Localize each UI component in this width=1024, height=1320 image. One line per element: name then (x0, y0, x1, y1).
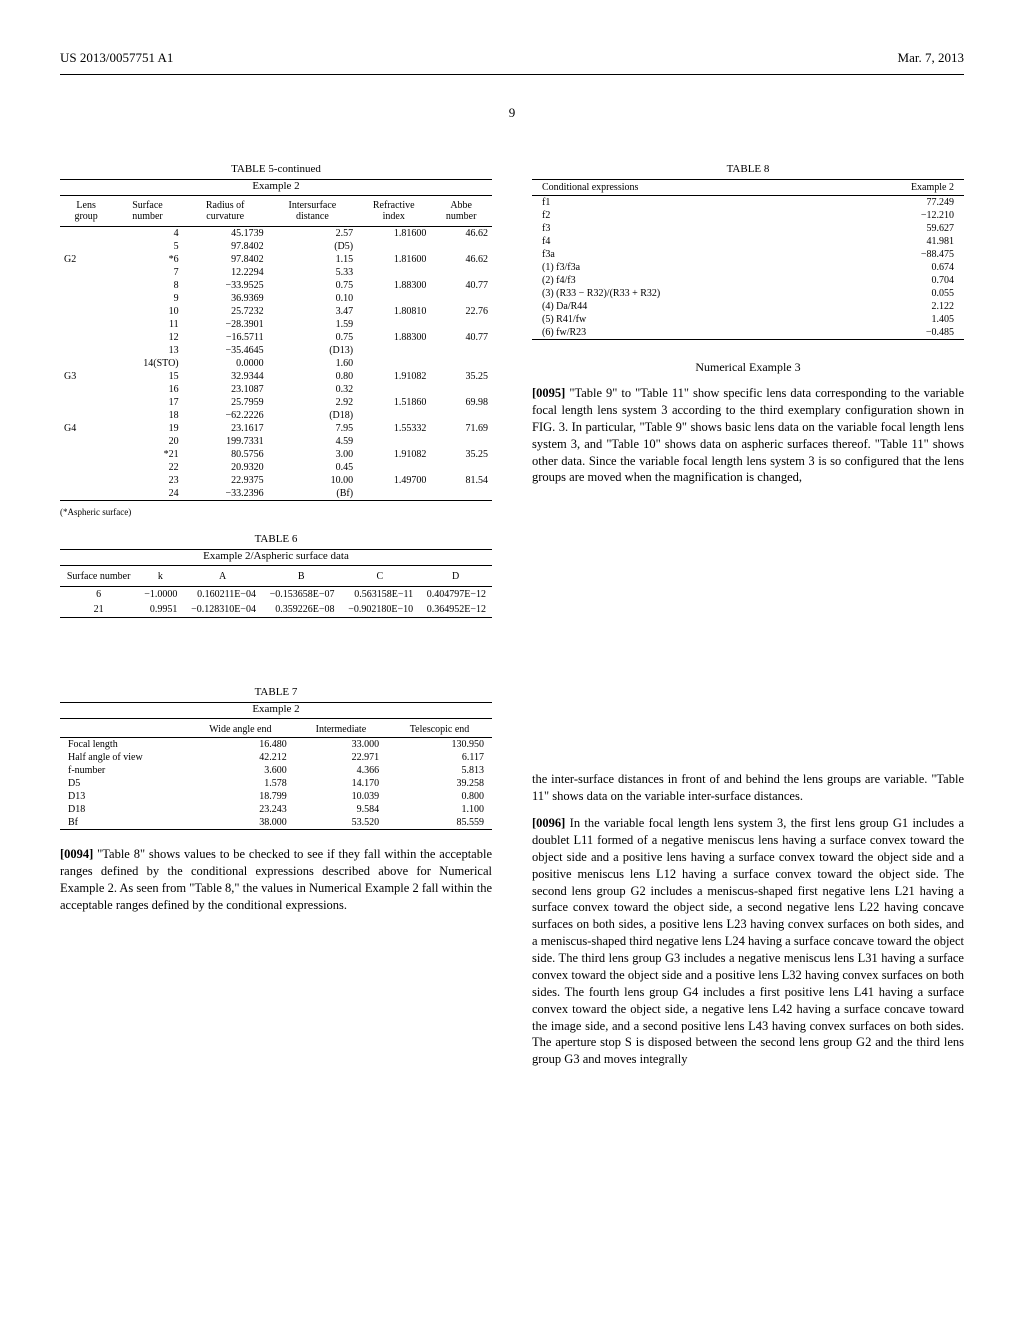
table-6: TABLE 6 Example 2/Aspheric surface data … (60, 533, 492, 618)
table-7-title: TABLE 7 (60, 686, 492, 698)
left-column: TABLE 5-continued Example 2 Lens groupSu… (60, 151, 492, 1078)
table-6-title: TABLE 6 (60, 533, 492, 545)
page-header: US 2013/0057751 A1 Mar. 7, 2013 (60, 50, 964, 66)
para-0095: [0095] "Table 9" to "Table 11" show spec… (532, 385, 964, 486)
table-8-body: Conditional expressionsExample 2f177.249… (532, 180, 964, 340)
table-5-body: Lens groupSurface numberRadius of curvat… (60, 199, 492, 501)
para-text: the inter-surface distances in front of … (532, 772, 964, 803)
table-6-body: Surface numberkABCD6−1.00000.160211E−04−… (60, 569, 492, 618)
para-num: [0095] (532, 386, 565, 400)
table-7: TABLE 7 Example 2 Wide angle endIntermed… (60, 686, 492, 830)
table-5-title: TABLE 5-continued (60, 163, 492, 175)
para-0096: [0096] In the variable focal length lens… (532, 815, 964, 1068)
para-text: In the variable focal length lens system… (532, 816, 964, 1066)
table-6-subtitle: Example 2/Aspheric surface data (60, 550, 492, 566)
table-8-title: TABLE 8 (532, 163, 964, 175)
table-5-subtitle: Example 2 (60, 180, 492, 196)
para-num: [0094] (60, 847, 93, 861)
table-8: TABLE 8 Conditional expressionsExample 2… (532, 163, 964, 340)
page-number: 9 (60, 105, 964, 121)
header-rule (60, 74, 964, 75)
para-0095-cont: the inter-surface distances in front of … (532, 771, 964, 805)
table-7-subtitle: Example 2 (60, 703, 492, 719)
section-heading-example-3: Numerical Example 3 (532, 360, 964, 375)
pub-date: Mar. 7, 2013 (898, 50, 964, 66)
para-text: "Table 9" to "Table 11" show specific le… (532, 386, 964, 484)
right-column: TABLE 8 Conditional expressionsExample 2… (532, 151, 964, 1078)
pub-number: US 2013/0057751 A1 (60, 50, 173, 66)
table-5: TABLE 5-continued Example 2 Lens groupSu… (60, 163, 492, 517)
para-text: "Table 8" shows values to be checked to … (60, 847, 492, 912)
table-7-body: Wide angle endIntermediateTelescopic end… (60, 722, 492, 830)
para-0094: [0094] "Table 8" shows values to be chec… (60, 846, 492, 914)
table-5-footnote: (*Aspheric surface) (60, 507, 492, 517)
para-num: [0096] (532, 816, 565, 830)
